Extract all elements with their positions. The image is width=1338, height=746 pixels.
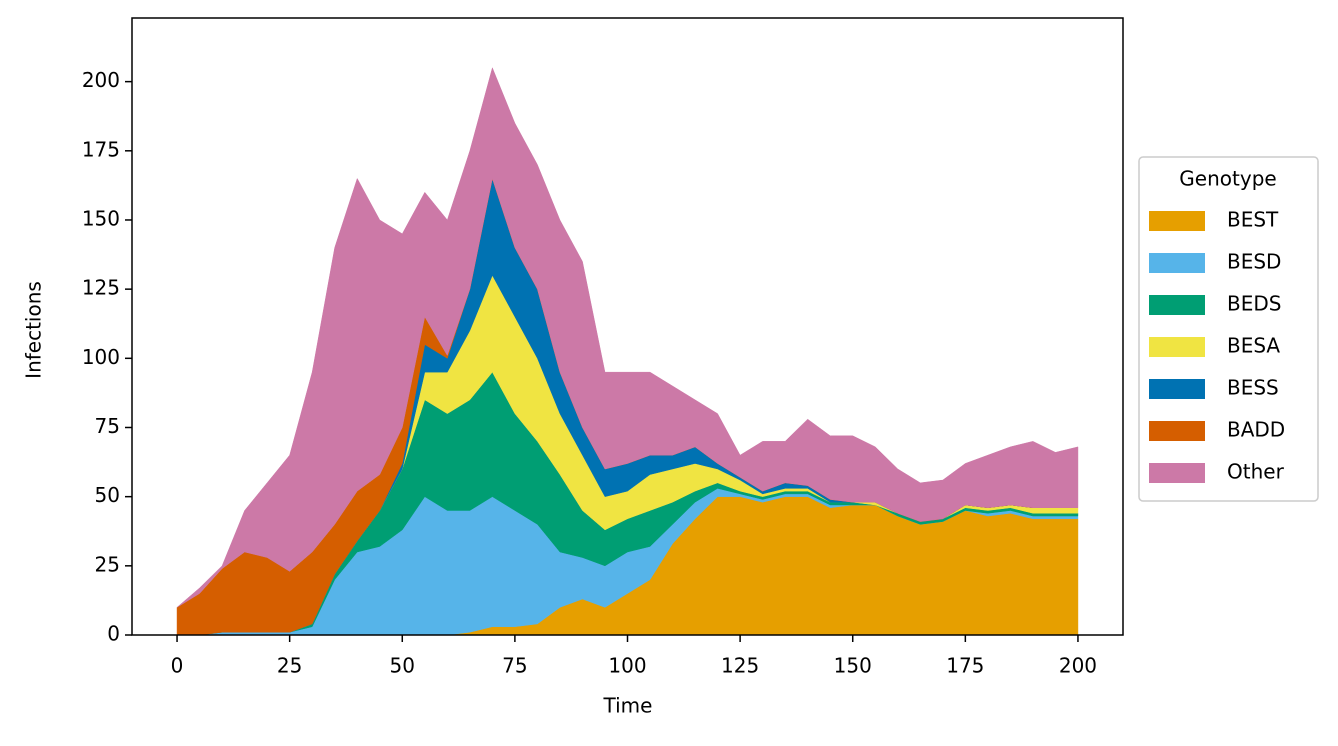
x-tick-label: 50 [390, 654, 415, 678]
x-tick-label: 200 [1059, 654, 1097, 678]
x-tick-label: 175 [946, 654, 984, 678]
legend-label: BESD [1227, 250, 1281, 274]
x-tick-label: 100 [608, 654, 646, 678]
legend-label: BESA [1227, 334, 1280, 358]
x-tick-label: 25 [277, 654, 302, 678]
x-tick-label: 75 [502, 654, 527, 678]
y-tick-label: 125 [82, 276, 120, 300]
area [176, 67, 1079, 608]
legend-swatch [1149, 379, 1205, 399]
legend-title: Genotype [1179, 167, 1276, 191]
y-tick-label: 75 [95, 414, 120, 438]
legend-label: BEDS [1227, 292, 1281, 316]
y-tick-label: 25 [95, 552, 120, 576]
legend-label: BEST [1227, 208, 1279, 232]
x-tick-label: 125 [721, 654, 759, 678]
y-tick-label: 100 [82, 345, 120, 369]
x-axis-label: Time [603, 694, 653, 718]
legend-swatch [1149, 253, 1205, 273]
legend: Genotype BEST BESD BEDS BESA BESS BADD Other [1138, 156, 1319, 502]
y-tick-label: 150 [82, 206, 120, 230]
legend-frame [1138, 156, 1319, 502]
y-tick-label: 200 [82, 68, 120, 92]
legend-swatch [1149, 421, 1205, 441]
y-tick-label: 50 [95, 483, 120, 507]
y-tick-label: 175 [82, 137, 120, 161]
legend-swatch [1149, 337, 1205, 357]
x-tick-label: 150 [834, 654, 872, 678]
legend-swatch [1149, 295, 1205, 315]
legend-swatch [1149, 463, 1205, 483]
legend-label: BESS [1227, 376, 1279, 400]
y-axis-label: Infections [22, 281, 46, 379]
y-tick-label: 0 [107, 622, 120, 646]
legend-swatch [1149, 211, 1205, 231]
legend-label: Other [1227, 460, 1285, 484]
legend-label: BADD [1227, 418, 1285, 442]
x-tick-label: 0 [171, 654, 184, 678]
